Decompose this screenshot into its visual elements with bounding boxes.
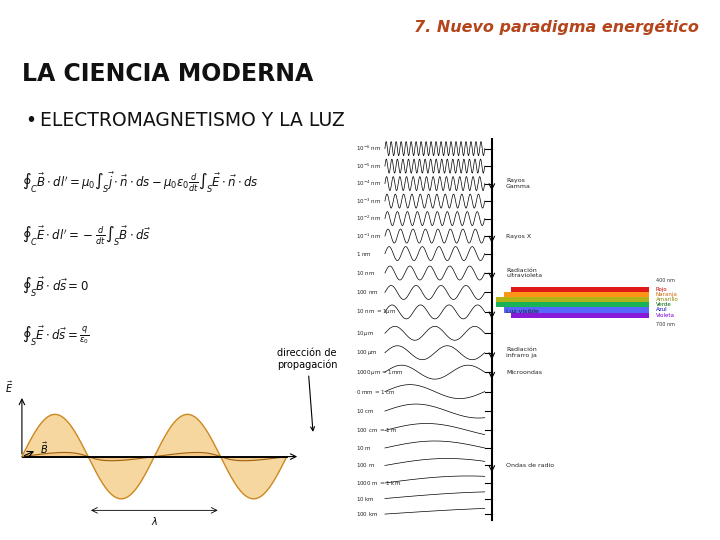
Text: $\oint_C \vec{E} \cdot dl' = -\frac{d}{dt} \int_S \vec{B} \cdot d\vec{s}$: $\oint_C \vec{E} \cdot dl' = -\frac{d}{d… bbox=[22, 224, 150, 248]
Text: $10^{-2}$ nm: $10^{-2}$ nm bbox=[356, 214, 382, 223]
Polygon shape bbox=[88, 456, 154, 461]
Text: $1$ nm: $1$ nm bbox=[356, 249, 372, 258]
Text: $100\,\mu$m: $100\,\mu$m bbox=[356, 348, 378, 357]
Text: $10^{-5}$ nm: $10^{-5}$ nm bbox=[356, 161, 382, 171]
Polygon shape bbox=[220, 456, 287, 499]
Polygon shape bbox=[511, 313, 649, 318]
Text: Rayos
Gamma: Rayos Gamma bbox=[506, 178, 531, 189]
Text: •: • bbox=[25, 111, 36, 130]
Text: $10$ cm: $10$ cm bbox=[356, 407, 375, 415]
Polygon shape bbox=[154, 453, 220, 457]
Text: $10$ km: $10$ km bbox=[356, 495, 375, 503]
Text: $\vec{B}$: $\vec{B}$ bbox=[40, 441, 48, 456]
Polygon shape bbox=[220, 456, 287, 461]
Text: $1000\,\mu$m = 1mm: $1000\,\mu$m = 1mm bbox=[356, 368, 404, 377]
Text: $100$ cm $= 1$ m: $100$ cm $= 1$ m bbox=[356, 427, 397, 435]
Text: 7. Nuevo paradigma energético: 7. Nuevo paradigma energético bbox=[413, 19, 698, 35]
Text: Verde: Verde bbox=[656, 302, 672, 307]
Text: Rojo: Rojo bbox=[656, 287, 667, 292]
Text: Ondas de radio: Ondas de radio bbox=[506, 463, 554, 468]
Text: Naranja: Naranja bbox=[656, 292, 678, 297]
Text: Radiación
infrarro ja: Radiación infrarro ja bbox=[506, 347, 537, 358]
Polygon shape bbox=[22, 453, 88, 457]
Text: $\oint_C \vec{B} \cdot dl' = \mu_0 \int_S \vec{j} \cdot \vec{n} \cdot ds - \mu_0: $\oint_C \vec{B} \cdot dl' = \mu_0 \int_… bbox=[22, 170, 258, 195]
Text: $10$ nm $= 1\mu$m: $10$ nm $= 1\mu$m bbox=[356, 307, 397, 316]
Text: $10^{-4}$ nm: $10^{-4}$ nm bbox=[356, 179, 382, 188]
Text: Violeta: Violeta bbox=[656, 313, 675, 318]
Text: ELECTROMAGNETISMO Y LA LUZ: ELECTROMAGNETISMO Y LA LUZ bbox=[40, 111, 344, 130]
Text: $10^{-1}$ nm: $10^{-1}$ nm bbox=[356, 232, 382, 241]
Text: $1000$ m $= 1$ km: $1000$ m $= 1$ km bbox=[356, 479, 402, 487]
Text: Microondas: Microondas bbox=[506, 370, 542, 375]
Polygon shape bbox=[511, 287, 649, 292]
Text: dirección de
propagación: dirección de propagación bbox=[277, 348, 338, 431]
Text: $10\,\mu$m: $10\,\mu$m bbox=[356, 329, 375, 338]
Polygon shape bbox=[503, 292, 649, 297]
Polygon shape bbox=[503, 307, 649, 313]
Text: Azul: Azul bbox=[656, 307, 667, 313]
Text: $100$ km: $100$ km bbox=[356, 510, 379, 518]
Text: $\lambda$: $\lambda$ bbox=[150, 515, 158, 527]
Text: $0$ mm $= 1$ cm: $0$ mm $= 1$ cm bbox=[356, 388, 396, 396]
Polygon shape bbox=[154, 414, 220, 457]
Polygon shape bbox=[496, 302, 649, 307]
Text: Rayos X: Rayos X bbox=[506, 234, 531, 239]
Polygon shape bbox=[22, 414, 88, 457]
Text: 700 nm: 700 nm bbox=[656, 322, 675, 327]
Text: Amarillo: Amarillo bbox=[656, 297, 679, 302]
Text: $100$ nm: $100$ nm bbox=[356, 288, 379, 296]
Text: $10$ nm: $10$ nm bbox=[356, 269, 376, 277]
Text: $\vec{E}$: $\vec{E}$ bbox=[5, 380, 13, 395]
Text: $\oint_S \vec{B} \cdot d\vec{s} = 0$: $\oint_S \vec{B} \cdot d\vec{s} = 0$ bbox=[22, 275, 89, 299]
Polygon shape bbox=[496, 297, 649, 302]
Text: $10^{-3}$ nm: $10^{-3}$ nm bbox=[356, 197, 382, 206]
Text: Luz visible: Luz visible bbox=[506, 309, 539, 314]
Text: 400 nm: 400 nm bbox=[656, 278, 675, 283]
Text: Radiación
ultravioleta: Radiación ultravioleta bbox=[506, 268, 542, 279]
Text: $\oint_S \vec{E} \cdot d\vec{s} = \frac{q}{\epsilon_0}$: $\oint_S \vec{E} \cdot d\vec{s} = \frac{… bbox=[22, 324, 89, 348]
Text: $10$ m: $10$ m bbox=[356, 444, 372, 452]
Text: $10^{-6}$ nm: $10^{-6}$ nm bbox=[356, 144, 382, 153]
Polygon shape bbox=[88, 456, 154, 499]
Text: LA CIENCIA MODERNA: LA CIENCIA MODERNA bbox=[22, 62, 313, 86]
Text: $100$ m: $100$ m bbox=[356, 462, 376, 469]
